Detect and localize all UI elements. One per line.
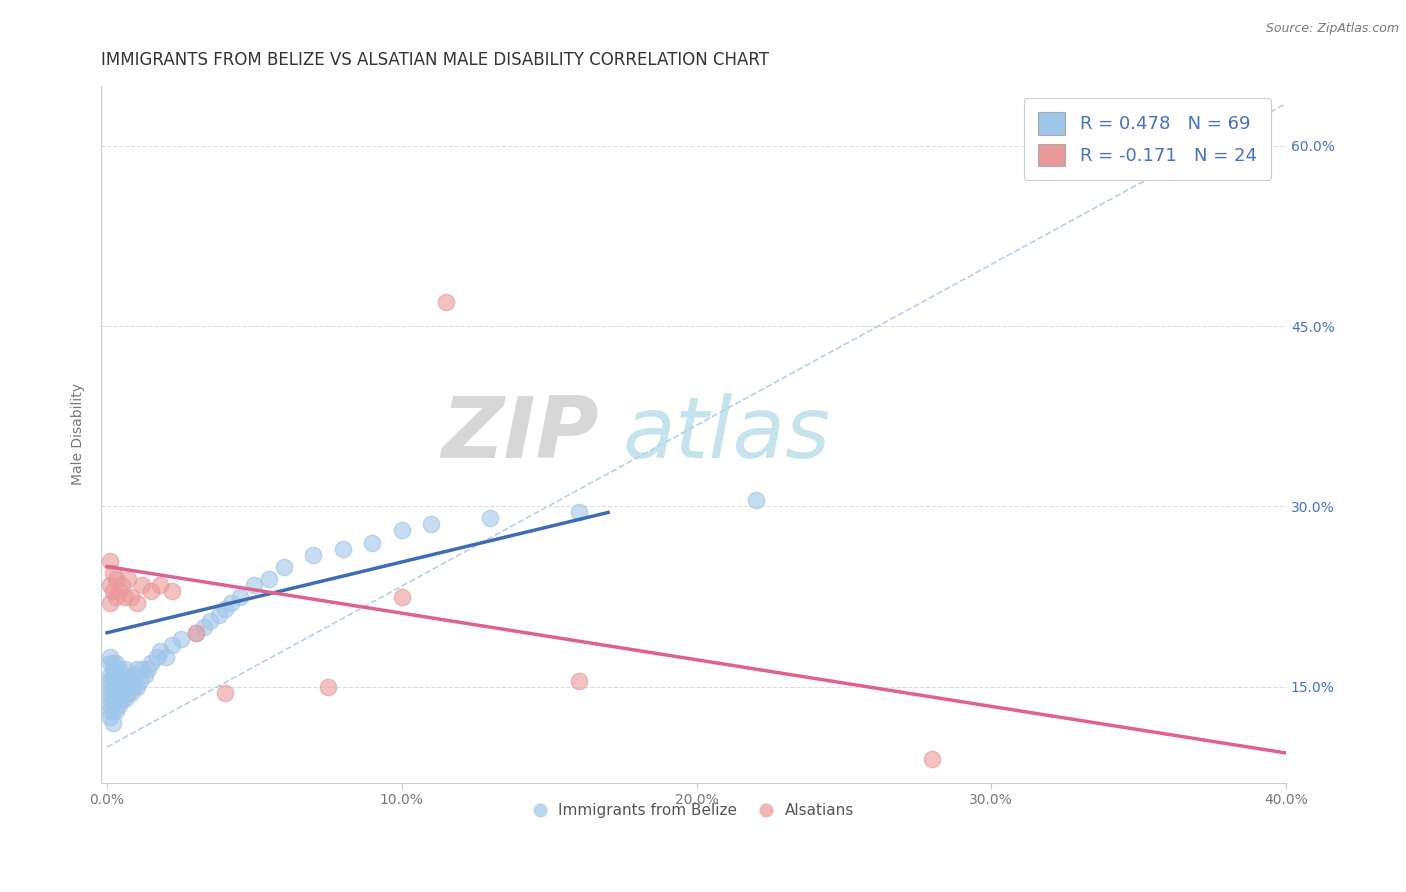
Point <box>117 686 139 700</box>
Point <box>125 662 148 676</box>
Point <box>125 680 148 694</box>
Point <box>101 680 124 694</box>
Text: atlas: atlas <box>623 392 831 475</box>
Point <box>117 572 139 586</box>
Point <box>98 704 121 718</box>
Point <box>138 662 160 676</box>
Point <box>108 686 131 700</box>
Point <box>122 668 145 682</box>
Point <box>104 680 127 694</box>
Point <box>101 668 124 682</box>
Point <box>104 572 127 586</box>
Point <box>111 577 134 591</box>
Point <box>98 656 121 670</box>
Point <box>98 673 121 688</box>
Point <box>120 673 142 688</box>
Point <box>361 535 384 549</box>
Point <box>229 590 252 604</box>
Point <box>160 583 183 598</box>
Point <box>273 559 295 574</box>
Point <box>302 548 325 562</box>
Point <box>101 662 124 676</box>
Point <box>131 662 153 676</box>
Point <box>568 673 591 688</box>
Point <box>101 715 124 730</box>
Point <box>219 596 242 610</box>
Point <box>104 691 127 706</box>
Legend: Immigrants from Belize, Alsatians: Immigrants from Belize, Alsatians <box>527 797 859 824</box>
Point <box>391 524 413 538</box>
Point <box>128 673 150 688</box>
Point <box>193 620 215 634</box>
Point <box>170 632 193 646</box>
Point <box>104 656 127 670</box>
Point <box>257 572 280 586</box>
Point <box>316 680 339 694</box>
Point <box>921 752 943 766</box>
Point <box>101 583 124 598</box>
Point <box>108 662 131 676</box>
Point <box>98 691 121 706</box>
Point <box>104 704 127 718</box>
Point <box>120 590 142 604</box>
Point <box>98 686 121 700</box>
Point <box>111 680 134 694</box>
Point <box>149 644 172 658</box>
Point <box>420 517 443 532</box>
Point <box>391 590 413 604</box>
Point <box>120 686 142 700</box>
Point <box>141 656 163 670</box>
Point <box>114 691 136 706</box>
Point <box>122 680 145 694</box>
Point <box>104 673 127 688</box>
Text: IMMIGRANTS FROM BELIZE VS ALSATIAN MALE DISABILITY CORRELATION CHART: IMMIGRANTS FROM BELIZE VS ALSATIAN MALE … <box>101 51 769 69</box>
Point <box>114 662 136 676</box>
Point <box>98 553 121 567</box>
Point <box>184 625 207 640</box>
Point <box>108 673 131 688</box>
Point <box>141 583 163 598</box>
Point <box>104 590 127 604</box>
Text: ZIP: ZIP <box>441 392 599 475</box>
Point <box>108 698 131 712</box>
Point <box>479 511 502 525</box>
Point <box>98 680 121 694</box>
Y-axis label: Male Disability: Male Disability <box>72 384 86 485</box>
Point <box>434 295 457 310</box>
Point <box>111 691 134 706</box>
Point <box>114 590 136 604</box>
Point <box>98 649 121 664</box>
Point <box>160 638 183 652</box>
Point <box>149 577 172 591</box>
Point <box>200 614 222 628</box>
Point <box>98 596 121 610</box>
Point <box>744 493 766 508</box>
Point <box>117 673 139 688</box>
Point <box>155 649 177 664</box>
Point <box>214 686 236 700</box>
Point <box>134 668 156 682</box>
Point <box>208 607 231 622</box>
Point <box>332 541 354 556</box>
Point <box>98 710 121 724</box>
Point <box>98 698 121 712</box>
Point <box>104 668 127 682</box>
Point <box>568 505 591 519</box>
Point <box>108 583 131 598</box>
Point <box>184 625 207 640</box>
Point <box>111 668 134 682</box>
Point <box>146 649 169 664</box>
Point <box>98 577 121 591</box>
Point <box>214 601 236 615</box>
Point <box>101 691 124 706</box>
Point <box>101 656 124 670</box>
Point <box>114 680 136 694</box>
Text: Source: ZipAtlas.com: Source: ZipAtlas.com <box>1265 22 1399 36</box>
Point <box>131 577 153 591</box>
Point <box>243 577 266 591</box>
Point <box>101 704 124 718</box>
Point <box>125 596 148 610</box>
Point <box>101 566 124 580</box>
Point <box>98 668 121 682</box>
